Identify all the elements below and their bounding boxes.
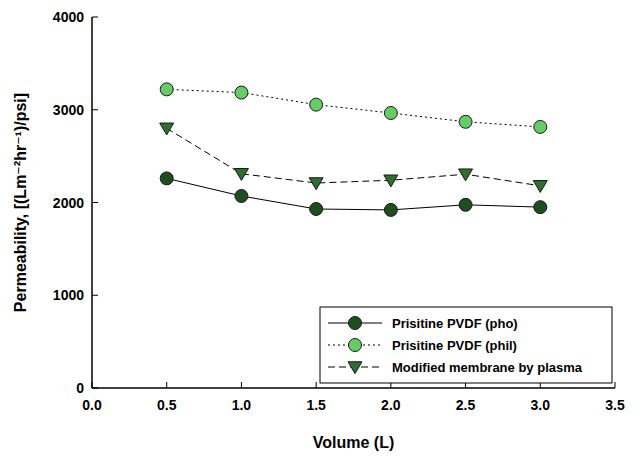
x-tick [92,382,93,388]
legend-marker [349,317,362,330]
x-tick [615,382,616,388]
x-tick [166,382,167,388]
data-point [534,201,547,214]
legend-label: Prisitine PVDF (pho) [392,316,518,331]
legend-marker [349,339,362,352]
x-tick [316,382,317,388]
chart: 0.0 0.5 1.0 1.5 2.0 2.5 3.0 3.5 0 1000 2000 3000 400… [0,0,643,464]
y-tick-label: 2000 [53,195,84,211]
x-tick-label: 0.0 [82,397,102,413]
x-tick [241,382,242,388]
y-tick-label: 0 [76,380,84,396]
x-tick-label: 1.5 [306,397,326,413]
data-point [384,203,397,216]
data-point [160,83,173,96]
series-line [167,128,541,186]
data-point [235,86,248,99]
y-tick [92,388,98,389]
plot-data [160,83,548,217]
data-point [310,98,323,111]
legend-box [320,307,612,383]
data-point [160,123,174,135]
x-tick-label: 3.0 [531,397,551,413]
data-point [533,181,547,193]
data-point [235,190,248,203]
x-tick-label: 1.0 [232,397,252,413]
data-point [459,169,473,181]
legend-label: Modified membrane by plasma [392,360,583,375]
y-tick-label: 1000 [53,287,84,303]
legend-marker [348,362,362,374]
legend-label: Prisitine PVDF (phil) [392,338,517,353]
y-tick [92,109,98,110]
data-point [309,178,323,190]
y-tick [92,17,98,18]
data-point [384,175,398,187]
x-axis [92,387,615,389]
x-axis-label: Volume (L) [313,434,394,451]
data-point [459,198,472,211]
data-point [234,168,248,180]
data-point [534,120,547,133]
legend: Prisitine PVDF (pho) Prisitine PVDF (phil… [320,307,612,383]
x-tick-label: 0.5 [157,397,177,413]
data-point [160,172,173,185]
series-line [167,89,541,127]
y-tick-label: 3000 [53,102,84,118]
series-line [167,178,541,210]
x-tick-label: 3.5 [605,397,625,413]
y-tick [92,295,98,296]
y-tick [92,202,98,203]
data-point [459,115,472,128]
x-tick-label: 2.0 [381,397,401,413]
x-tick-label: 2.5 [456,397,476,413]
data-point [310,202,323,215]
y-tick-label: 4000 [53,9,84,25]
y-axis-label: Permeability, [(Lm⁻²hr⁻¹)/psi] [12,93,29,312]
data-point [384,106,397,119]
